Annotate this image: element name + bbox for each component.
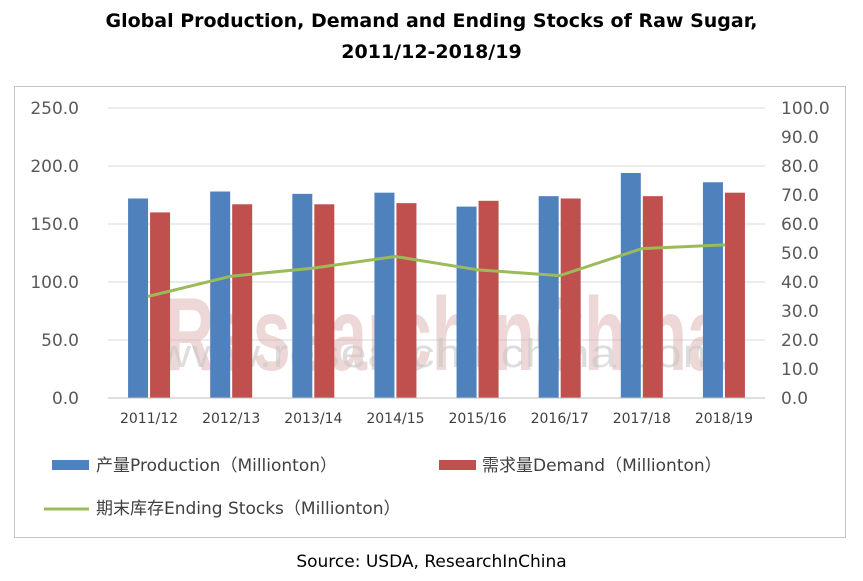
series-line-ending-stocks	[148, 243, 725, 298]
bar-production	[374, 192, 395, 398]
bar-production	[128, 198, 149, 398]
y-right-tick-label: 20.0	[781, 331, 819, 351]
x-tick-label: 2018/19	[695, 411, 753, 427]
y-left-tick-label: 200.0	[30, 157, 79, 177]
bar-demand	[560, 198, 581, 398]
x-tick-label: 2017/18	[613, 411, 671, 427]
y-right-tick-label: 50.0	[781, 244, 819, 264]
bar-production	[538, 196, 559, 398]
y-left-tick-label: 150.0	[30, 215, 79, 235]
y-left-tick-label: 250.0	[30, 99, 79, 119]
bar-production	[702, 182, 723, 398]
bar-demand	[642, 196, 663, 398]
y-left-tick-label: 0.0	[52, 389, 79, 409]
point-ending-stocks	[229, 274, 233, 278]
legend-swatch-production	[52, 460, 89, 470]
chart-title-line2: 2011/12-2018/19	[341, 41, 522, 63]
x-tick-label: 2014/15	[366, 411, 424, 427]
point-ending-stocks	[147, 294, 151, 298]
legend-swatch-demand	[439, 460, 476, 470]
bar-production	[620, 172, 641, 398]
y-right-tick-label: 100.0	[781, 99, 830, 119]
chart-svg: ResearchInChinawww.researchinchina.com0.…	[30, 99, 830, 519]
point-ending-stocks	[476, 268, 480, 272]
bar-production	[456, 206, 477, 398]
point-ending-stocks	[393, 254, 397, 258]
bar-demand	[724, 192, 745, 398]
y-right-tick-label: 60.0	[781, 215, 819, 235]
y-right-tick-label: 10.0	[781, 360, 819, 380]
bar-production	[210, 191, 231, 398]
y-right-tick-label: 30.0	[781, 302, 819, 322]
y-right-tick-label: 40.0	[781, 273, 819, 293]
bar-demand	[314, 204, 335, 398]
y-right-tick-label: 0.0	[781, 389, 808, 409]
bar-production	[292, 193, 313, 398]
x-tick-label: 2011/12	[120, 411, 178, 427]
bar-demand	[396, 203, 417, 398]
y-right-tick-label: 90.0	[781, 128, 819, 148]
chart-area: ResearchInChina www.researchinchina.com 0.…	[14, 86, 846, 538]
legend-label-production: 产量Production（Millionton）	[96, 456, 337, 476]
y-right-tick-label: 80.0	[781, 157, 819, 177]
chart-title-line1: Global Production, Demand and Ending Sto…	[105, 10, 758, 32]
point-ending-stocks	[558, 274, 562, 278]
y-left-tick-label: 50.0	[41, 331, 79, 351]
y-left-tick-label: 100.0	[30, 273, 79, 293]
x-tick-label: 2016/17	[531, 411, 589, 427]
x-tick-label: 2015/16	[448, 411, 506, 427]
bar-demand	[150, 212, 171, 398]
point-ending-stocks	[722, 243, 726, 247]
bar-demand	[232, 204, 253, 398]
y-right-tick-label: 70.0	[781, 186, 819, 206]
x-tick-label: 2012/13	[202, 411, 260, 427]
legend-label-ending-stocks: 期末库存Ending Stocks（Millionton）	[96, 499, 400, 519]
point-ending-stocks	[311, 266, 315, 270]
x-tick-label: 2013/14	[284, 411, 342, 427]
legend-label-demand: 需求量Demand（Millionton）	[482, 456, 722, 476]
point-ending-stocks	[640, 247, 644, 251]
source-note: Source: USDA, ResearchInChina	[296, 552, 567, 572]
bar-demand	[478, 200, 499, 398]
